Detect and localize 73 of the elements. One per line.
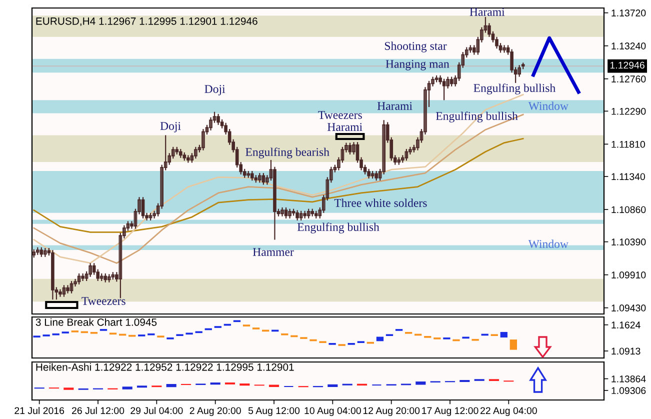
candlestick: [70, 280, 74, 294]
annotation: Harami: [470, 8, 505, 16]
annotation: Hanging man: [386, 60, 450, 70]
y-tick-label: 1.13720: [612, 10, 646, 16]
annotation: Window: [528, 102, 568, 110]
annotation: Hammer: [252, 248, 294, 256]
candlestick: [367, 168, 370, 180]
annotation: Doji: [204, 85, 226, 96]
annotation: Three white solders: [334, 198, 427, 207]
candlestick: [404, 148, 408, 162]
annotation: Harami: [327, 123, 362, 131]
x-tick-label: 2 Aug 20:00: [190, 407, 241, 416]
annotation: Engulfing bullish: [297, 222, 380, 234]
candlestick: [216, 113, 220, 126]
y-tick-label: 1.10860: [612, 206, 646, 214]
annotation: Shooting star: [385, 42, 447, 52]
bar: [376, 336, 384, 342]
y-tick-label: 1.10390: [612, 238, 646, 246]
candlestick: [40, 246, 44, 258]
y-tick-label: 1.12760: [612, 76, 646, 82]
y-tick-label: 1.11810: [612, 140, 645, 148]
chart-title: 3 Line Break Chart 1.0945: [36, 318, 157, 326]
x-tick-label: 5 Aug 12:00: [248, 407, 300, 416]
candlestick: [77, 272, 81, 285]
candlestick: [202, 128, 205, 151]
candlestick: [299, 210, 303, 222]
x-tick-label: 12 Aug 20:00: [363, 407, 420, 416]
y-tick-label: 1.1624: [612, 322, 640, 328]
candlestick: [88, 262, 92, 278]
candlestick: [258, 172, 262, 184]
x-tick-label: 29 Jul 04:00: [130, 406, 183, 414]
candlestick: [194, 146, 198, 160]
candlestick: [141, 196, 145, 219]
candlestick: [442, 78, 446, 101]
annotation: Tweezers: [318, 111, 362, 119]
text: EURUSD,H4 1.12967 1.12995 1.12901 1.12946: [36, 17, 258, 26]
x-tick-label: 10 Aug 04:00: [304, 407, 361, 416]
candlestick: [450, 76, 454, 87]
annotation: Engulfing bullish: [474, 84, 556, 94]
y-tick-label: 1.09430: [612, 304, 646, 312]
candlestick: [262, 172, 266, 186]
y-tick-label: 1.13240: [612, 42, 646, 50]
bar: [500, 332, 508, 338]
annotation: Engulfing bullish: [436, 112, 518, 122]
candlestick: [296, 210, 299, 222]
annotation: Tweezers: [82, 297, 126, 305]
x-tick-label: 22 Aug 04:00: [480, 407, 537, 416]
annotation: Harami: [377, 102, 412, 110]
candlestick: [502, 44, 506, 54]
candlestick: [284, 206, 288, 219]
chart-title: Heiken-Ashi 1.12922 1.12952 1.12922 1.12995 1.12901: [36, 363, 294, 371]
ref-line-label: 1.12946: [610, 62, 644, 69]
annotation: Doji: [160, 122, 181, 132]
candlestick: [280, 206, 284, 217]
candlestick: [62, 284, 66, 298]
y-tick-label: 1.09306: [612, 387, 646, 394]
y-tick-label: 1.11340: [612, 173, 645, 180]
candlestick: [374, 170, 378, 182]
bar: [510, 340, 518, 350]
x-tick-label: 21 Jul 2016: [14, 406, 64, 414]
candlestick: [348, 142, 352, 156]
annotation: Window: [528, 240, 568, 248]
candlestick: [250, 170, 254, 182]
x-tick-label: 17 Aug 12:00: [422, 407, 478, 416]
y-tick-label: 1.12290: [612, 108, 646, 115]
y-tick-label: 1.09910: [612, 272, 646, 278]
y-tick-label: 1.13864: [612, 375, 646, 382]
y-tick-label: 1.0913: [612, 348, 640, 355]
x-tick-label: 26 Jul 12:00: [72, 406, 124, 414]
candlestick: [306, 208, 310, 219]
annotation: Engulfing bearish: [246, 148, 330, 158]
candlestick: [288, 208, 292, 219]
candlestick: [92, 262, 96, 276]
